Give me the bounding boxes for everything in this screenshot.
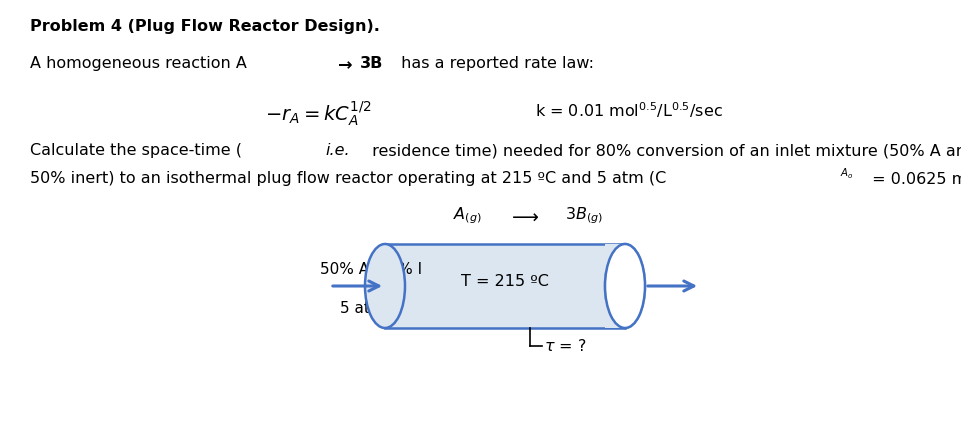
Text: has a reported rate law:: has a reported rate law:: [396, 56, 593, 71]
Text: = 0.0625 mol/L).: = 0.0625 mol/L).: [866, 171, 961, 186]
Text: Problem 4 (Plug Flow Reactor Design).: Problem 4 (Plug Flow Reactor Design).: [30, 19, 380, 34]
Ellipse shape: [604, 244, 644, 328]
Text: 50% A, 50% I: 50% A, 50% I: [320, 262, 422, 276]
Text: $A_{(g)}$: $A_{(g)}$: [453, 205, 481, 226]
Text: k = 0.01 mol$^{0.5}$/L$^{0.5}$/sec: k = 0.01 mol$^{0.5}$/L$^{0.5}$/sec: [534, 100, 722, 120]
Text: $-r_A = kC_A^{1/2}$: $-r_A = kC_A^{1/2}$: [264, 100, 371, 128]
Text: $\longrightarrow$: $\longrightarrow$: [507, 207, 539, 226]
Bar: [604, 244, 625, 328]
Text: $_{A_o}$: $_{A_o}$: [839, 166, 852, 181]
Text: A homogeneous reaction A: A homogeneous reaction A: [30, 56, 252, 71]
Text: 3B: 3B: [359, 56, 383, 71]
Text: T = 215 ºC: T = 215 ºC: [460, 273, 549, 289]
Text: 50% inert) to an isothermal plug flow reactor operating at 215 ºC and 5 atm (C: 50% inert) to an isothermal plug flow re…: [30, 171, 666, 186]
Text: residence time) needed for 80% conversion of an inlet mixture (50% A and: residence time) needed for 80% conversio…: [366, 143, 961, 158]
Text: $3B_{(g)}$: $3B_{(g)}$: [564, 205, 603, 226]
Bar: [384, 244, 625, 328]
Ellipse shape: [604, 244, 644, 328]
Ellipse shape: [364, 244, 405, 328]
Text: →: →: [337, 56, 352, 74]
Text: 5 atm: 5 atm: [339, 300, 384, 316]
Text: $\tau$ = ?: $\tau$ = ?: [543, 338, 586, 354]
Text: i.e.: i.e.: [325, 143, 349, 158]
Text: Calculate the space-time (: Calculate the space-time (: [30, 143, 242, 158]
